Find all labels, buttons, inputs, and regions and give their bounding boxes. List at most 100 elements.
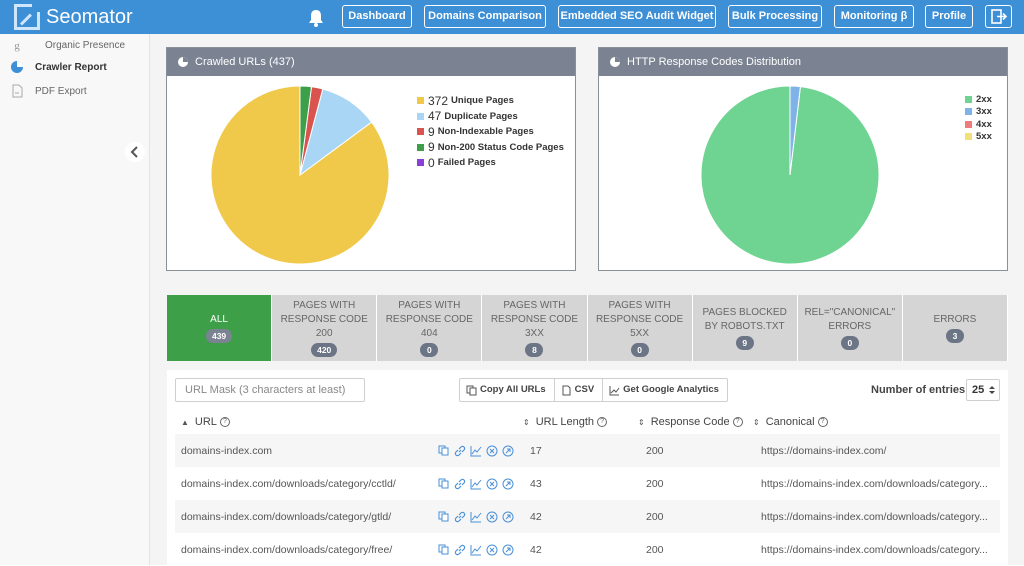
pie-slice-non-200-status-code-pages[interactable] bbox=[299, 85, 313, 176]
external-link-icon[interactable] bbox=[502, 478, 514, 490]
copy-icon[interactable] bbox=[438, 445, 450, 457]
count-badge: 3 bbox=[945, 329, 964, 343]
copy-icon[interactable] bbox=[438, 478, 450, 490]
pie-chart-icon bbox=[11, 61, 23, 73]
entries-select[interactable]: 25 bbox=[966, 379, 1000, 401]
link-icon[interactable] bbox=[454, 544, 466, 556]
tab-response-3xx[interactable]: PAGES WITH RESPONSE CODE 3XX 8 bbox=[482, 295, 588, 361]
sort-icon: ⇕ bbox=[523, 417, 530, 427]
url-cell[interactable]: domains-index.com/downloads/category/cct… bbox=[181, 478, 396, 490]
http-response-codes-panel: HTTP Response Codes Distribution 2xx 3xx… bbox=[598, 47, 1008, 271]
nav-embedded-widget-button[interactable]: Embedded SEO Audit Widget bbox=[558, 5, 716, 28]
legend-count: 9 bbox=[428, 140, 435, 155]
link-icon[interactable] bbox=[454, 445, 466, 457]
chevron-left-icon bbox=[130, 146, 138, 158]
sidebar-item-label: Organic Presence bbox=[45, 40, 126, 51]
help-icon[interactable]: ? bbox=[219, 417, 230, 427]
close-circle-icon[interactable] bbox=[486, 478, 498, 490]
column-header-url[interactable]: ▲ URL? bbox=[181, 416, 230, 428]
nav-dashboard-button[interactable]: Dashboard bbox=[342, 5, 412, 28]
column-header-url-length[interactable]: ⇕ URL Length? bbox=[523, 416, 608, 428]
external-link-icon[interactable] bbox=[502, 511, 514, 523]
line-chart-icon[interactable] bbox=[470, 511, 482, 523]
tab-errors[interactable]: ERRORS 3 bbox=[902, 295, 1008, 361]
panel-header: Crawled URLs (437) bbox=[167, 48, 575, 76]
url-cell[interactable]: domains-index.com bbox=[181, 445, 273, 457]
tab-response-404[interactable]: PAGES WITH RESPONSE CODE 404 0 bbox=[377, 295, 483, 361]
close-circle-icon[interactable] bbox=[486, 445, 498, 457]
copy-all-urls-button[interactable]: Copy All URLs bbox=[460, 379, 555, 401]
nav-monitoring-button[interactable]: Monitoring β bbox=[834, 5, 914, 28]
legend-swatch bbox=[417, 97, 424, 105]
legend-item: 372 Unique Pages bbox=[417, 93, 564, 109]
external-link-icon[interactable] bbox=[502, 445, 514, 457]
legend-item: 0 Failed Pages bbox=[417, 155, 564, 171]
main-content: Crawled URLs (437) 372 Unique Pages 47 Dup… bbox=[150, 34, 1024, 565]
legend-count: 9 bbox=[428, 124, 435, 139]
column-label: Canonical bbox=[765, 416, 815, 428]
nav-profile-button[interactable]: Profile bbox=[925, 5, 973, 28]
count-badge: 0 bbox=[840, 336, 859, 350]
canonical-cell: https://domains-index.com/downloads/cate… bbox=[761, 478, 988, 490]
copy-icon[interactable] bbox=[438, 511, 450, 523]
row-actions bbox=[438, 478, 514, 490]
link-icon[interactable] bbox=[454, 478, 466, 490]
copy-icon bbox=[466, 385, 477, 395]
bell-icon[interactable] bbox=[306, 8, 326, 28]
nav-bulk-processing-button[interactable]: Bulk Processing bbox=[728, 5, 822, 28]
entries-label: Number of entries bbox=[871, 384, 966, 396]
line-chart-icon[interactable] bbox=[470, 478, 482, 490]
tab-canonical-errors[interactable]: REL="CANONICAL" ERRORS 0 bbox=[797, 295, 903, 361]
close-circle-icon[interactable] bbox=[486, 511, 498, 523]
close-circle-icon[interactable] bbox=[486, 544, 498, 556]
sidebar-item-crawler-report[interactable]: Crawler Report bbox=[0, 56, 150, 80]
external-link-icon[interactable] bbox=[502, 544, 514, 556]
count-badge: 0 bbox=[630, 343, 649, 357]
help-icon[interactable]: ? bbox=[732, 417, 743, 427]
tab-response-5xx[interactable]: PAGES WITH RESPONSE CODE 5XX 0 bbox=[587, 295, 693, 361]
tab-blocked-robots[interactable]: PAGES BLOCKED BY ROBOTS.TXT 9 bbox=[692, 295, 798, 361]
app-logo[interactable]: Seomator bbox=[14, 3, 133, 30]
logout-button[interactable] bbox=[985, 5, 1012, 28]
sidebar-item-label: PDF Export bbox=[35, 86, 87, 97]
button-label: CSV bbox=[574, 384, 595, 395]
canonical-cell: https://domains-index.com/ bbox=[761, 445, 887, 457]
url-length-cell: 17 bbox=[530, 445, 542, 457]
tab-label: REL="CANONICAL" ERRORS bbox=[804, 307, 896, 332]
column-header-response-code[interactable]: ⇕ Response Code? bbox=[638, 416, 743, 428]
table-row: domains-index.com/downloads/category/cct… bbox=[175, 467, 1000, 500]
sidebar-collapse-button[interactable] bbox=[125, 142, 145, 162]
legend-label: 3xx bbox=[976, 106, 992, 118]
url-mask-input[interactable]: URL Mask (3 characters at least) bbox=[175, 378, 365, 402]
link-icon[interactable] bbox=[454, 511, 466, 523]
panel-header: HTTP Response Codes Distribution bbox=[599, 48, 1007, 76]
http-codes-legend: 2xx 3xx 4xx 5xx bbox=[965, 93, 992, 143]
line-chart-icon[interactable] bbox=[470, 445, 482, 457]
help-icon[interactable]: ? bbox=[597, 417, 608, 427]
url-cell[interactable]: domains-index.com/downloads/category/fre… bbox=[181, 544, 393, 556]
tab-response-200[interactable]: PAGES WITH RESPONSE CODE 200 420 bbox=[272, 295, 378, 361]
logo-icon bbox=[14, 3, 41, 30]
column-header-canonical[interactable]: ⇕ Canonical? bbox=[753, 416, 828, 428]
sidebar-item-label: Crawler Report bbox=[35, 62, 107, 73]
legend-label: 5xx bbox=[976, 131, 992, 143]
url-cell[interactable]: domains-index.com/downloads/category/gtl… bbox=[181, 511, 392, 523]
tab-label: PAGES WITH RESPONSE CODE 200 bbox=[280, 300, 368, 339]
legend-label: Unique Pages bbox=[451, 95, 514, 107]
pie-slice-3xx[interactable] bbox=[789, 85, 801, 176]
google-analytics-button[interactable]: Get Google Analytics bbox=[603, 379, 727, 401]
sidebar: g Organic Presence Crawler Report PDF Ex… bbox=[0, 34, 150, 565]
sidebar-item-pdf-export[interactable]: PDF Export bbox=[0, 80, 150, 104]
line-chart-icon[interactable] bbox=[470, 544, 482, 556]
help-icon[interactable]: ? bbox=[817, 417, 828, 427]
copy-icon[interactable] bbox=[438, 544, 450, 556]
sidebar-item-organic-presence[interactable]: g Organic Presence bbox=[0, 34, 150, 58]
button-label: Get Google Analytics bbox=[623, 384, 719, 395]
export-button-group: Copy All URLs CSV Get Google Analytics bbox=[459, 378, 728, 402]
legend-count: 372 bbox=[428, 93, 449, 108]
tab-label: ERRORS bbox=[933, 314, 977, 325]
nav-domains-comparison-button[interactable]: Domains Comparison bbox=[424, 5, 546, 28]
csv-button[interactable]: CSV bbox=[555, 379, 604, 401]
response-code-cell: 200 bbox=[646, 511, 664, 523]
tab-all[interactable]: ALL 439 bbox=[167, 295, 273, 361]
